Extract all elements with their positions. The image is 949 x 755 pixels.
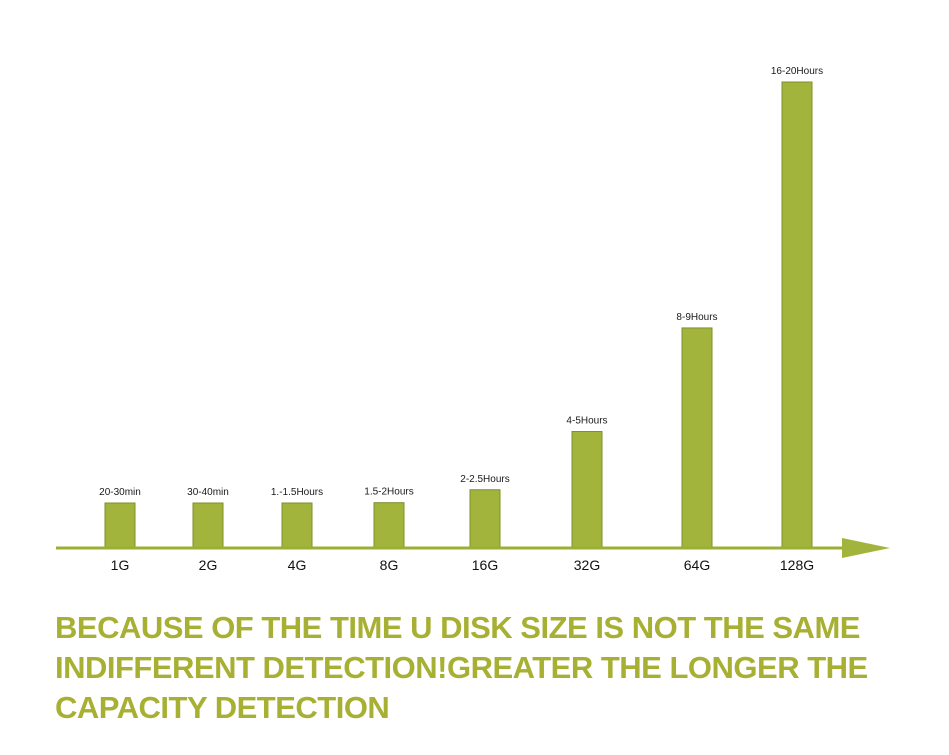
chart-svg: 20-30min 30-40min 1.-1.5Hours 1.5-2Hours 2-2… — [56, 66, 890, 573]
value-label-64G: 8-9Hours — [676, 312, 717, 323]
value-label-16G: 2-2.5Hours — [460, 474, 509, 485]
tick-label-16G: 16G — [472, 557, 498, 573]
tick-label-32G: 32G — [574, 557, 600, 573]
caption-text: BECAUSE OF THE TIME U DISK SIZE IS NOT T… — [55, 608, 935, 728]
tick-label-128G: 128G — [780, 557, 814, 573]
bar-2G — [192, 502, 224, 549]
value-label-4G: 1.-1.5Hours — [271, 487, 323, 498]
bar-16G — [469, 489, 501, 549]
tick-label-64G: 64G — [684, 557, 710, 573]
bar-4G — [281, 502, 313, 549]
tick-label-4G: 4G — [288, 557, 307, 573]
bar-32G — [571, 431, 603, 549]
value-label-2G: 30-40min — [187, 487, 229, 498]
x-axis-arrow-icon — [842, 538, 890, 558]
caption-line-2: INDIFFERENT DETECTION!GREATER THE LONGER… — [55, 650, 868, 685]
value-label-128G: 16-20Hours — [771, 66, 823, 77]
chart: 20-30min 30-40min 1.-1.5Hours 1.5-2Hours 2-2… — [56, 66, 890, 573]
tick-label-8G: 8G — [380, 557, 399, 573]
caption-line-3: CAPACITY DETECTION — [55, 690, 390, 725]
caption-line-1: BECAUSE OF THE TIME U DISK SIZE IS NOT T… — [55, 610, 860, 645]
value-labels-group: 20-30min 30-40min 1.-1.5Hours 1.5-2Hours 2-2… — [99, 66, 823, 498]
bars-group — [104, 81, 813, 549]
bar-1G — [104, 502, 136, 549]
bar-128G — [781, 81, 813, 549]
value-label-1G: 20-30min — [99, 487, 141, 498]
tick-label-1G: 1G — [111, 557, 130, 573]
value-label-32G: 4-5Hours — [566, 416, 607, 427]
tick-labels-group: 1G 2G 4G 8G 16G 32G 64G 128G — [111, 557, 814, 573]
bar-64G — [681, 327, 713, 549]
tick-label-2G: 2G — [199, 557, 218, 573]
bar-8G — [373, 502, 405, 549]
value-label-8G: 1.5-2Hours — [364, 487, 413, 498]
